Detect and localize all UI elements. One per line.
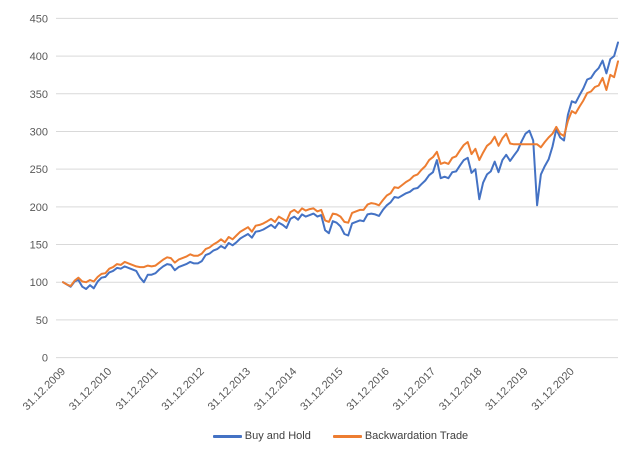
- x-tick-label: 31.12.2020: [529, 366, 576, 413]
- x-tick-label: 31.12.2015: [298, 366, 345, 413]
- legend-label: Backwardation Trade: [364, 430, 469, 442]
- y-tick-label: 50: [36, 315, 48, 327]
- y-tick-label: 450: [30, 13, 48, 25]
- x-tick-label: 31.12.2018: [437, 366, 484, 413]
- legend-item-buy-and-hold[interactable]: Buy and Hold: [212, 430, 311, 442]
- x-tick-label: 31.12.2011: [114, 366, 161, 413]
- x-tick-label: 31.12.2009: [21, 366, 68, 413]
- x-tick-label: 31.12.2016: [344, 366, 391, 413]
- y-tick-label: 350: [30, 89, 48, 101]
- legend-item-backwardation-trade[interactable]: Backwardation Trade: [332, 430, 469, 442]
- y-tick-label: 300: [30, 126, 48, 138]
- x-tick-label: 31.12.2019: [483, 366, 530, 413]
- x-tick-label: 31.12.2014: [252, 366, 299, 413]
- y-tick-label: 100: [30, 277, 48, 289]
- legend-line-swatch: [212, 434, 242, 438]
- x-tick-label: 31.12.2013: [206, 366, 253, 413]
- chart-legend: Buy and Hold Backwardation Trade: [63, 430, 618, 442]
- x-tick-label: 31.12.2010: [67, 366, 114, 413]
- y-tick-label: 0: [42, 353, 48, 365]
- x-tick-label: 31.12.2012: [159, 366, 206, 413]
- y-tick-label: 400: [30, 51, 48, 63]
- legend-line-swatch: [332, 434, 362, 438]
- series-lines: [62, 41, 619, 290]
- series-line-backwardation-trade: [62, 60, 619, 287]
- legend-label: Buy and Hold: [244, 430, 311, 442]
- y-axis-labels: 0 50 100 150 200 250 300 350 400 450: [30, 13, 48, 364]
- y-tick-label: 200: [30, 202, 48, 214]
- x-tick-label: 31.12.2017: [391, 366, 438, 413]
- gridlines: [56, 17, 618, 359]
- series-line-buy-and-hold: [62, 41, 619, 290]
- y-tick-label: 150: [30, 240, 48, 252]
- y-tick-label: 250: [30, 164, 48, 176]
